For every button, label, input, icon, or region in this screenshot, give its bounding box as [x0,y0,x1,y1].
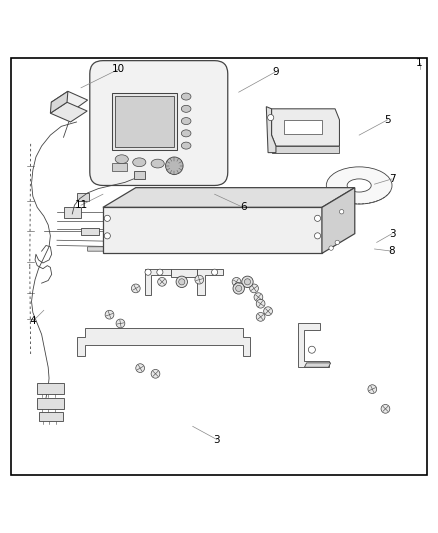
Polygon shape [88,247,105,251]
Text: 11: 11 [74,200,88,210]
Text: 6: 6 [240,203,247,212]
Circle shape [105,310,114,319]
Bar [116,231,212,245]
Bar [250,214,267,227]
Circle shape [254,293,263,302]
Circle shape [256,312,265,321]
Bar [250,231,267,245]
Text: 4: 4 [29,316,36,326]
Text: 1: 1 [416,58,423,68]
Circle shape [176,276,187,287]
Bar [328,225,336,231]
FancyBboxPatch shape [90,61,228,185]
Text: 3: 3 [213,434,220,445]
Circle shape [242,276,253,287]
Circle shape [195,275,204,284]
Ellipse shape [181,118,191,125]
Bar [226,214,243,227]
Ellipse shape [181,142,191,149]
Polygon shape [322,188,355,253]
Polygon shape [103,207,322,253]
Bar [112,163,127,171]
Circle shape [151,369,160,378]
Bar [64,207,81,219]
Bar [39,412,63,421]
Circle shape [236,285,242,292]
Polygon shape [272,146,339,152]
Polygon shape [304,363,331,367]
Circle shape [104,233,110,239]
Circle shape [314,233,321,239]
Bar [77,193,89,201]
Bar [116,214,212,227]
Circle shape [157,269,163,275]
Polygon shape [272,109,339,146]
Ellipse shape [133,158,146,167]
Circle shape [145,269,151,275]
Circle shape [264,307,272,316]
Circle shape [244,279,251,285]
Polygon shape [266,107,276,152]
Text: 10: 10 [112,64,125,75]
Polygon shape [197,269,223,295]
Ellipse shape [181,130,191,137]
Circle shape [335,240,339,245]
Text: 3: 3 [389,229,396,239]
Bar [81,228,99,235]
Text: 9: 9 [272,67,279,77]
Circle shape [233,282,244,294]
Circle shape [381,405,390,413]
Circle shape [179,279,185,285]
Bar [328,215,336,222]
Polygon shape [145,269,171,295]
Circle shape [116,319,125,328]
Polygon shape [51,91,88,111]
Polygon shape [284,120,322,134]
Bar [171,269,197,278]
Circle shape [329,246,333,251]
Polygon shape [50,91,68,113]
Circle shape [256,300,265,308]
Bar [37,398,64,409]
Circle shape [232,278,241,286]
Circle shape [212,269,218,275]
Ellipse shape [326,167,392,204]
Bar [226,231,243,245]
Bar [328,235,336,241]
Circle shape [368,385,377,393]
Bar [37,383,64,393]
Bar [112,93,177,150]
Text: 7: 7 [389,174,396,184]
Text: 8: 8 [389,246,396,256]
Circle shape [268,115,274,120]
Circle shape [104,215,110,221]
Circle shape [166,157,183,174]
Circle shape [250,284,258,293]
Bar [115,96,174,147]
Ellipse shape [115,155,128,164]
Circle shape [136,364,145,373]
Polygon shape [298,324,328,367]
Ellipse shape [181,106,191,112]
Polygon shape [50,102,87,122]
Circle shape [158,278,166,286]
Ellipse shape [347,179,371,192]
Circle shape [131,284,140,293]
Polygon shape [103,188,355,207]
Polygon shape [77,328,250,356]
Text: 5: 5 [384,115,391,125]
Ellipse shape [181,93,191,100]
Bar [134,171,145,179]
Circle shape [339,209,344,214]
Ellipse shape [151,159,164,168]
Circle shape [314,215,321,221]
Circle shape [308,346,315,353]
